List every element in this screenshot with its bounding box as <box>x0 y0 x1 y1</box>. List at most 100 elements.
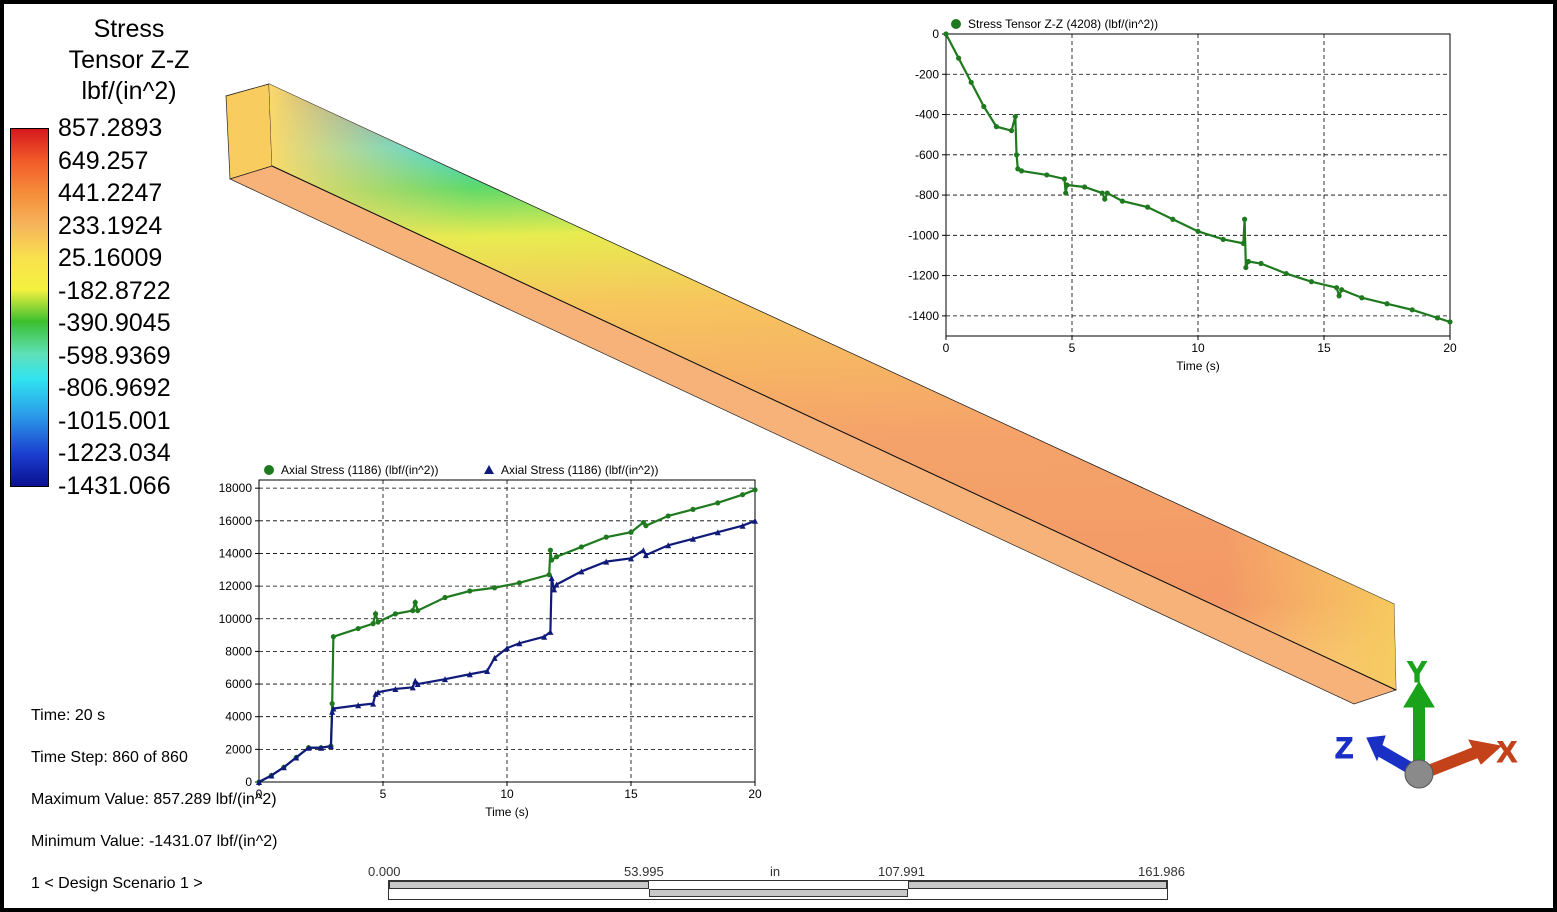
data-point <box>392 685 399 692</box>
legend-value: -806.9692 <box>58 374 171 402</box>
x-tick-label: 5 <box>1069 341 1076 355</box>
data-point <box>412 677 419 684</box>
x-tick-label: 10 <box>1191 341 1205 355</box>
z-axis-arrow-head <box>1366 735 1386 762</box>
data-point <box>643 523 649 529</box>
data-point <box>1008 128 1015 134</box>
legend-value: 441.2247 <box>58 179 163 207</box>
data-point <box>280 764 287 771</box>
x-axis-label: Time (s) <box>1176 359 1220 373</box>
y-tick-label: -400 <box>915 108 939 122</box>
x-axis-label: X <box>1497 736 1517 769</box>
data-point <box>603 558 610 565</box>
data-point <box>256 779 262 785</box>
x-tick-label: 15 <box>1317 341 1331 355</box>
legend-label: Stress Tensor Z-Z (4208) (lbf/(in^2)) <box>968 17 1158 31</box>
scale-label: 53.995 <box>624 864 664 879</box>
legend-marker <box>484 465 494 474</box>
y-tick-label: -200 <box>915 67 939 81</box>
data-point <box>1102 196 1108 202</box>
data-point <box>370 700 377 707</box>
legend-value: 649.257 <box>58 146 149 175</box>
max-value-readout: Maximum Value: 857.289 lbf/(in^2) <box>31 791 277 808</box>
legend-value: -390.9045 <box>58 309 171 337</box>
beam-model[interactable] <box>4 4 1553 908</box>
y-axis-label: Y <box>1407 656 1427 689</box>
data-point <box>1240 240 1246 246</box>
legend-title-line: Stress <box>93 15 165 43</box>
data-point <box>993 124 999 130</box>
data-point <box>293 754 300 761</box>
axis-triad[interactable]: Y X Z <box>1329 652 1539 802</box>
data-point <box>549 557 555 563</box>
x-tick-label: 5 <box>380 787 387 801</box>
min-value-readout: Minimum Value: -1431.07 lbf/(in^2) <box>31 833 278 850</box>
legend-value: -1223.034 <box>58 439 171 467</box>
stress-zz-chart[interactable]: 0 5 10 15 20 0 -200 -400 -600 -800 -1000 -1200 -1400… <box>900 10 1460 380</box>
legend-value: -182.8722 <box>58 276 171 305</box>
data-point <box>628 555 634 562</box>
data-point <box>355 702 362 709</box>
data-point <box>548 574 555 581</box>
data-point <box>628 529 634 535</box>
data-point <box>492 585 498 591</box>
data-point <box>578 568 585 575</box>
data-point <box>578 544 584 550</box>
results-viewport[interactable]: Stress Tensor Z-Z lbf/(in^2) 857.2893 64… <box>4 4 1553 908</box>
data-point <box>1013 152 1020 158</box>
data-point <box>370 621 376 627</box>
y-tick-label: 0 <box>245 775 252 789</box>
x-axis-label: Time (s) <box>485 805 529 819</box>
data-point <box>1064 182 1070 188</box>
data-point <box>372 611 379 617</box>
scale-label: 161.986 <box>1138 864 1185 879</box>
data-point <box>665 542 672 549</box>
axial-stress-chart[interactable]: 0 5 10 15 20 0 2000 4000 6000 8000 10000 12000 14000… <box>209 452 769 822</box>
data-point <box>516 580 522 586</box>
data-point <box>330 705 337 712</box>
legend-value: -598.9369 <box>58 341 171 370</box>
y-tick-label: 18000 <box>219 481 253 495</box>
data-point <box>375 619 381 625</box>
legend-value: -1431.066 <box>58 471 171 500</box>
legend-color-bar <box>10 128 49 487</box>
beam-end-face <box>225 83 273 180</box>
data-point <box>327 743 334 750</box>
data-point <box>943 31 949 37</box>
z-axis-label: Z <box>1335 732 1353 765</box>
data-point <box>546 572 552 578</box>
data-point <box>553 581 560 588</box>
scale-label: 0.000 <box>368 864 401 879</box>
y-tick-label: -1400 <box>908 309 939 323</box>
data-point <box>409 684 416 691</box>
data-point <box>715 500 721 506</box>
scale-label: 107.991 <box>878 864 925 879</box>
data-point <box>410 607 416 614</box>
legend-title-line: Tensor Z-Z <box>68 46 190 74</box>
y-tick-label: 12000 <box>219 579 253 593</box>
data-point <box>1434 315 1440 321</box>
design-scenario-selector[interactable]: 1 < Design Scenario 1 > <box>31 875 203 892</box>
y-tick-label: 14000 <box>219 546 253 560</box>
legend-marker <box>951 19 961 29</box>
y-tick-label: 2000 <box>225 742 252 756</box>
data-point <box>330 634 336 640</box>
data-point <box>740 492 746 498</box>
legend-label: Axial Stress (1186) (lbf/(in^2)) <box>281 463 438 477</box>
data-point <box>551 586 558 593</box>
data-point <box>968 79 974 85</box>
data-point <box>392 611 398 617</box>
legend-value: 25.16009 <box>58 244 163 272</box>
data-point <box>516 640 523 647</box>
data-point <box>1145 204 1151 210</box>
data-point <box>1012 113 1018 120</box>
time-readout: Time: 20 s <box>31 707 106 724</box>
x-tick-label: 20 <box>748 787 762 801</box>
x-tick-label: 10 <box>500 787 514 801</box>
data-point <box>1258 260 1264 267</box>
data-point <box>1334 285 1340 291</box>
data-point <box>1195 228 1201 234</box>
data-point <box>1063 190 1069 196</box>
y-tick-label: 6000 <box>225 677 252 691</box>
legend-title: Stress Tensor Z-Z lbf/(in^2) <box>44 14 214 107</box>
